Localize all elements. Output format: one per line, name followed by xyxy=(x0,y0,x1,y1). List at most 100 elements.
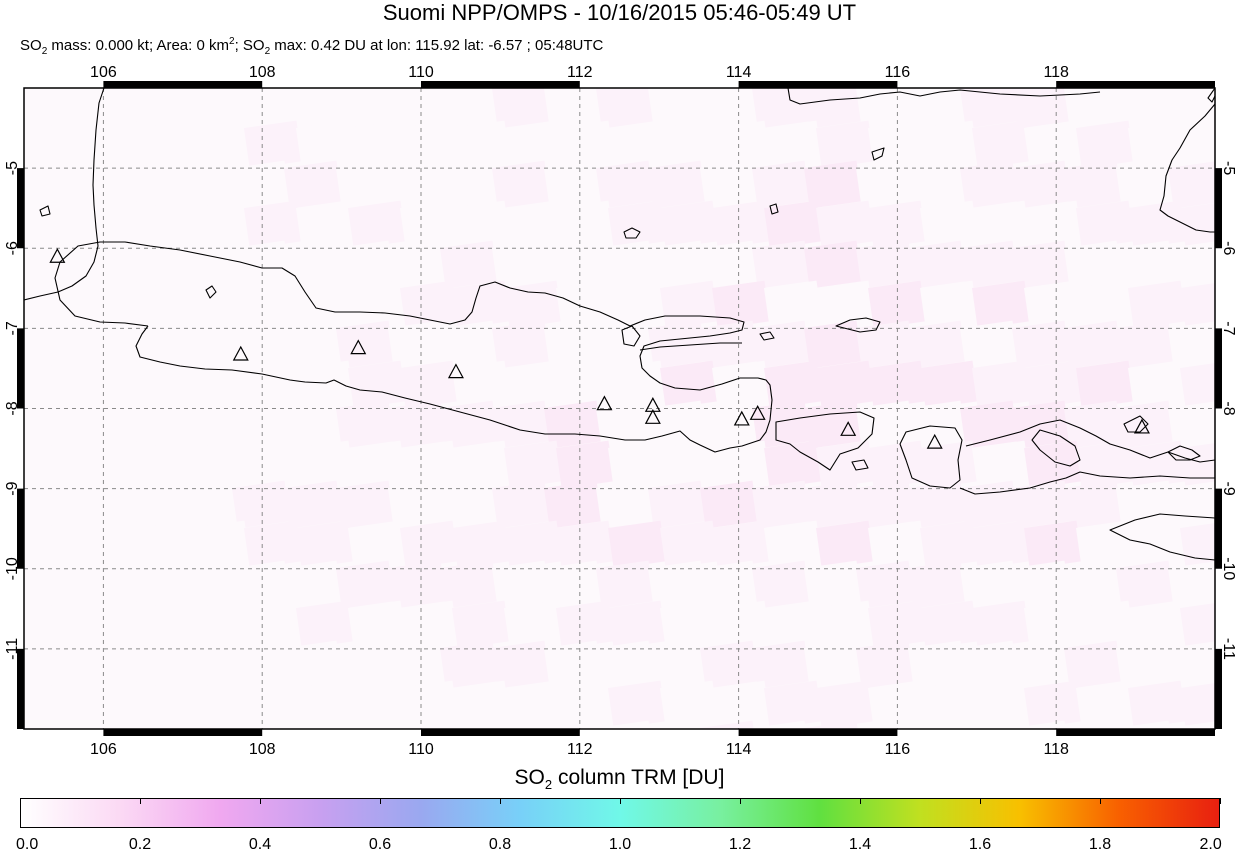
so2-pixel xyxy=(556,680,615,729)
frame-bar-top xyxy=(1056,81,1215,88)
so2-pixel xyxy=(816,200,875,249)
so2-pixel xyxy=(1064,480,1123,529)
so2-pixel xyxy=(700,160,759,209)
volcano-triangle-icon xyxy=(232,345,249,361)
colorbar-title: SO2 column TRM [DU] xyxy=(0,766,1239,792)
coastline-nusa-penida xyxy=(851,459,869,471)
coastline-island-d xyxy=(759,331,775,341)
colorbar-tick-mark xyxy=(979,798,981,804)
colorbar-tick-label: 1.8 xyxy=(1088,836,1112,853)
so2-pixel xyxy=(492,88,551,129)
so2-pixel xyxy=(1180,280,1215,329)
so2-pixel xyxy=(440,88,499,129)
so2-pixel xyxy=(971,520,1031,569)
so2-pixel xyxy=(440,560,499,609)
so2-pixel xyxy=(128,560,187,609)
so2-pixel xyxy=(972,280,1031,329)
volcano-triangle-icon xyxy=(840,421,857,436)
so2-pixel xyxy=(960,160,1019,209)
so2-pixel xyxy=(1024,440,1083,489)
so2-pixel xyxy=(191,520,251,569)
so2-pixel xyxy=(1220,81,1239,129)
so2-pixel xyxy=(700,560,759,609)
so2-pixel xyxy=(440,240,499,289)
so2-pixel xyxy=(284,240,343,289)
so2-pixel xyxy=(543,480,603,529)
so2-pixel xyxy=(284,480,343,529)
so2-pixel xyxy=(1024,360,1083,409)
so2-pixel xyxy=(1128,200,1187,249)
so2-pixel xyxy=(24,240,83,289)
so2-pixel xyxy=(908,480,967,529)
so2-pixel xyxy=(24,640,83,689)
frame-bar-right xyxy=(1215,648,1222,729)
frame-tick-bars xyxy=(17,81,1222,736)
so2-pixel xyxy=(192,360,251,409)
so2-pixel xyxy=(752,240,811,289)
so2-pixel xyxy=(544,400,603,449)
coastline-bali xyxy=(775,411,875,471)
so2-pixel xyxy=(804,480,863,529)
so2-pixel xyxy=(659,120,719,169)
so2-pixel xyxy=(1064,320,1123,369)
so2-pixel xyxy=(88,120,147,169)
coastline-island-b xyxy=(621,325,641,347)
so2-pixel xyxy=(284,560,343,609)
so2-pixel xyxy=(919,440,979,489)
so2-pixel xyxy=(908,160,967,209)
volcano-triangle-icon xyxy=(1133,418,1150,434)
so2-pixel xyxy=(139,120,199,169)
so2-pixel xyxy=(336,240,395,289)
so2-pixel xyxy=(452,120,511,169)
so2-pixel xyxy=(960,640,1019,689)
frame-bar-right xyxy=(1215,488,1222,569)
colorbar-tick-label: 1.6 xyxy=(968,836,992,853)
so2-pixel xyxy=(700,640,759,689)
so2-pixel xyxy=(452,680,511,729)
so2-pixel xyxy=(244,360,303,409)
so2-pixel xyxy=(712,360,771,409)
volcano-triangle-icon xyxy=(733,410,750,426)
so2-pixel xyxy=(192,280,251,329)
so2-pixel xyxy=(972,680,1031,729)
so2-pixel xyxy=(1128,360,1187,409)
lat-label-right: -5 xyxy=(1220,161,1237,175)
so2-pixel xyxy=(492,160,551,209)
so2-pixel xyxy=(88,280,147,329)
lat-label-right: -7 xyxy=(1220,321,1237,335)
colorbar-tick-mark xyxy=(859,798,861,804)
so2-pixel xyxy=(232,400,291,449)
frame-bar-left xyxy=(17,488,24,569)
so2-pixel xyxy=(88,200,147,249)
so2-pixel xyxy=(348,680,407,729)
so2-pixel xyxy=(856,400,915,449)
frame-bar-left xyxy=(17,328,24,409)
so2-pixel xyxy=(36,600,95,649)
colorbar-title-suffix: column TRM [DU] xyxy=(552,766,725,789)
lat-label-left: -5 xyxy=(4,161,21,175)
coastline-island-g xyxy=(1123,415,1149,433)
so2-pixel xyxy=(1167,640,1215,689)
so2-pixel xyxy=(1024,280,1083,329)
volcano-markers xyxy=(49,247,1150,449)
so2-pixel xyxy=(752,160,811,209)
so2-pixel xyxy=(1180,120,1215,169)
so2-pixel xyxy=(803,640,863,689)
so2-pixel xyxy=(348,360,407,409)
map-canvas[interactable]: 106 106 108 108 110 110 112 112 114 114 116 116 118 1… xyxy=(0,0,1239,760)
so2-pixel xyxy=(648,400,707,449)
so2-pixel xyxy=(700,320,759,369)
so2-pixel xyxy=(76,160,135,209)
so2-pixel xyxy=(24,440,43,489)
so2-pixel xyxy=(336,640,395,689)
colorbar-tick-label: 0.8 xyxy=(488,836,512,853)
so2-pixel xyxy=(400,360,459,409)
so2-pixel xyxy=(960,320,1019,369)
coastline-kangean xyxy=(835,317,881,333)
so2-pixel xyxy=(139,600,199,649)
so2-pixel xyxy=(296,280,355,329)
so2-pixel xyxy=(1128,280,1187,329)
so2-pixel xyxy=(596,160,655,209)
coastline-island-a xyxy=(623,227,641,239)
so2-pixel xyxy=(908,640,967,689)
